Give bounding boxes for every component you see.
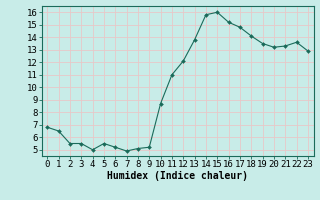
X-axis label: Humidex (Indice chaleur): Humidex (Indice chaleur) (107, 171, 248, 181)
